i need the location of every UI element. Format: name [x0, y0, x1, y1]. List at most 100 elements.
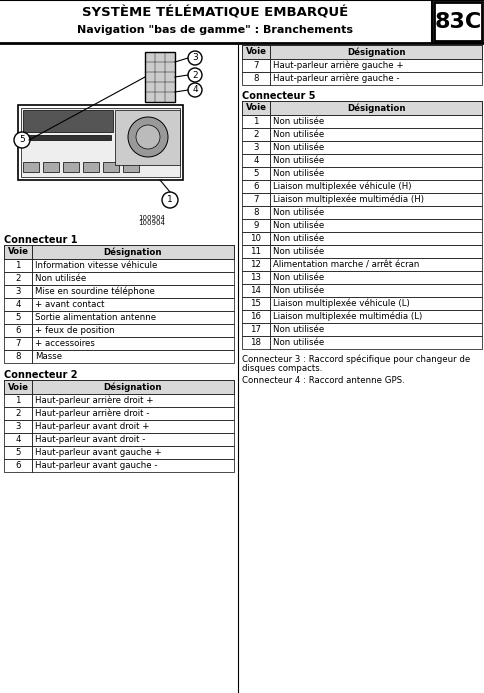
- Bar: [270, 167, 482, 180]
- Text: Non utilisée: Non utilisée: [273, 286, 324, 295]
- Text: Voie: Voie: [7, 383, 29, 392]
- Text: 5: 5: [15, 313, 21, 322]
- Circle shape: [188, 68, 202, 82]
- Bar: [32, 272, 234, 285]
- Circle shape: [188, 83, 202, 97]
- Bar: [242, 323, 270, 336]
- Text: Connecteur 1: Connecteur 1: [4, 235, 77, 245]
- Text: Haut-parleur avant gauche +: Haut-parleur avant gauche +: [35, 448, 162, 457]
- Bar: [242, 45, 482, 59]
- Text: Non utilisée: Non utilisée: [273, 247, 324, 256]
- Text: Haut-parleur avant droit -: Haut-parleur avant droit -: [35, 435, 145, 444]
- Bar: [270, 245, 482, 258]
- Bar: [32, 446, 234, 459]
- Bar: [21, 108, 180, 177]
- Text: Non utilisée: Non utilisée: [273, 169, 324, 178]
- Bar: [242, 297, 270, 310]
- Text: 7: 7: [253, 61, 259, 70]
- Text: Connecteur 2: Connecteur 2: [4, 370, 77, 380]
- Text: + accessoires: + accessoires: [35, 339, 95, 348]
- Text: Non utilisée: Non utilisée: [273, 130, 324, 139]
- Text: Liaison multiplexée véhicule (H): Liaison multiplexée véhicule (H): [273, 182, 411, 191]
- Text: 1: 1: [253, 117, 259, 126]
- Text: 11: 11: [251, 247, 261, 256]
- Text: Haut-parleur arrière droit +: Haut-parleur arrière droit +: [35, 396, 153, 405]
- Bar: [242, 101, 482, 115]
- Text: 1: 1: [15, 396, 21, 405]
- Text: disques compacts.: disques compacts.: [242, 364, 322, 373]
- Bar: [270, 59, 482, 72]
- Text: Non utilisée: Non utilisée: [35, 274, 86, 283]
- Text: Information vitesse véhicule: Information vitesse véhicule: [35, 261, 157, 270]
- Bar: [242, 101, 270, 115]
- Bar: [242, 180, 270, 193]
- Bar: [32, 337, 234, 350]
- Text: 17: 17: [251, 325, 261, 334]
- Text: Haut-parleur arrière droit -: Haut-parleur arrière droit -: [35, 409, 150, 419]
- Text: Non utilisée: Non utilisée: [273, 221, 324, 230]
- Text: 5: 5: [15, 448, 21, 457]
- Bar: [270, 232, 482, 245]
- Text: Non utilisée: Non utilisée: [273, 208, 324, 217]
- Text: 83C: 83C: [434, 12, 482, 31]
- Text: Liaison multiplexée multimédia (L): Liaison multiplexée multimédia (L): [273, 312, 422, 322]
- Bar: [23, 110, 113, 132]
- Text: 4: 4: [15, 300, 21, 309]
- Bar: [4, 245, 234, 259]
- Text: Non utilisée: Non utilisée: [273, 156, 324, 165]
- Circle shape: [188, 51, 202, 65]
- Circle shape: [162, 192, 178, 208]
- Bar: [270, 219, 482, 232]
- Bar: [4, 420, 32, 433]
- Bar: [242, 167, 270, 180]
- Bar: [434, 2, 482, 41]
- Text: 12: 12: [251, 260, 261, 269]
- Text: 4: 4: [192, 85, 198, 94]
- Text: Non utilisée: Non utilisée: [273, 273, 324, 282]
- Bar: [4, 285, 32, 298]
- Text: Désignation: Désignation: [347, 47, 405, 57]
- Text: 7: 7: [253, 195, 259, 204]
- Text: 7: 7: [15, 339, 21, 348]
- Bar: [32, 311, 234, 324]
- Bar: [32, 407, 234, 420]
- Bar: [270, 271, 482, 284]
- Bar: [270, 310, 482, 323]
- Bar: [270, 141, 482, 154]
- Text: 3: 3: [192, 53, 198, 62]
- Bar: [23, 135, 111, 140]
- Bar: [270, 297, 482, 310]
- Bar: [270, 115, 482, 128]
- Text: + feux de position: + feux de position: [35, 326, 115, 335]
- Bar: [32, 245, 234, 259]
- Bar: [32, 380, 234, 394]
- Text: 100904: 100904: [138, 215, 165, 221]
- Bar: [270, 323, 482, 336]
- Text: 10: 10: [251, 234, 261, 243]
- Text: Désignation: Désignation: [104, 383, 162, 392]
- Text: Non utilisée: Non utilisée: [273, 117, 324, 126]
- Text: 3: 3: [15, 422, 21, 431]
- Bar: [4, 380, 234, 394]
- Bar: [4, 433, 32, 446]
- Text: Connecteur 4 : Raccord antenne GPS.: Connecteur 4 : Raccord antenne GPS.: [242, 376, 405, 385]
- Text: 2: 2: [15, 274, 21, 283]
- Bar: [270, 336, 482, 349]
- Circle shape: [14, 132, 30, 148]
- Text: Connecteur 5: Connecteur 5: [242, 91, 316, 101]
- Text: 6: 6: [15, 326, 21, 335]
- Text: Liaison multiplexée multimédia (H): Liaison multiplexée multimédia (H): [273, 195, 424, 204]
- Text: 1: 1: [167, 195, 173, 204]
- Bar: [270, 154, 482, 167]
- Text: Haut-parleur avant gauche -: Haut-parleur avant gauche -: [35, 461, 157, 470]
- Bar: [270, 284, 482, 297]
- Bar: [242, 154, 270, 167]
- Text: 1: 1: [15, 261, 21, 270]
- Bar: [4, 272, 32, 285]
- Bar: [32, 324, 234, 337]
- Text: Haut-parleur avant droit +: Haut-parleur avant droit +: [35, 422, 150, 431]
- Bar: [242, 232, 270, 245]
- Text: 15: 15: [251, 299, 261, 308]
- Text: Voie: Voie: [7, 247, 29, 256]
- Text: 8: 8: [253, 74, 259, 83]
